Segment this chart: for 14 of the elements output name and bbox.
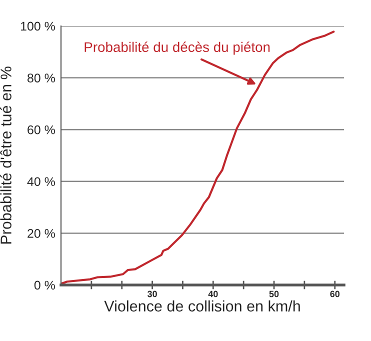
y-axis-title: Probabilité d'être tué en % — [0, 66, 12, 244]
y-tick-label: 40 % — [27, 177, 55, 186]
line-series — [61, 30, 335, 285]
x-tick-label: 30 — [147, 290, 157, 298]
x-tick-label: 50 — [269, 290, 279, 298]
y-tick-label: 80 % — [27, 74, 55, 82]
y-tick-label: 100 % — [20, 22, 55, 31]
x-tick-label: 40 — [208, 290, 218, 298]
y-tick-label: 20 % — [28, 229, 55, 238]
y-tick-label: 0 % — [34, 280, 55, 290]
annotation: Probabilité du décès du piéton — [84, 42, 270, 55]
x-tick-label: 60 — [330, 290, 340, 298]
x-axis-title: Violence de collision en km/h — [104, 300, 300, 312]
y-tick-label: 60 % — [28, 125, 55, 134]
